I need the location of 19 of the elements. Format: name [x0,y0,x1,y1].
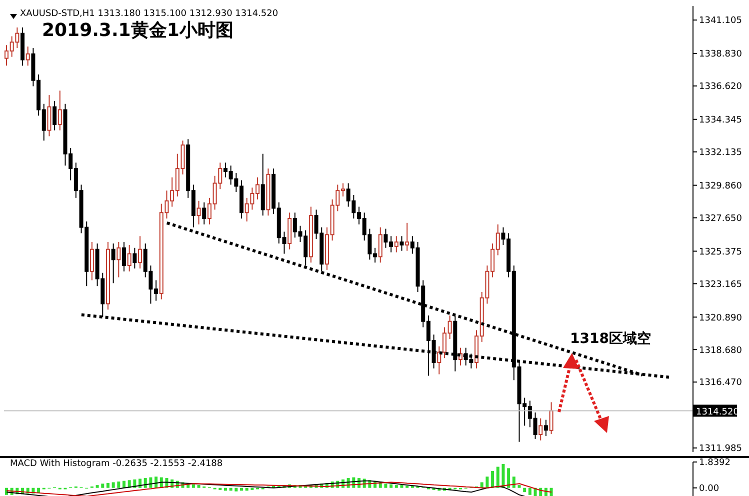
y-tick-label: 1334.345 [699,116,742,126]
y-tick-label: 1318.680 [699,346,742,356]
y-tick-label: 1323.165 [699,280,742,290]
chart-subtitle: XAUUSD-STD,H1 1313.180 1315.100 1312.930 1314.520 [20,9,278,19]
text: 2019.3.1黄金1小时图 [42,20,234,41]
y-tick-label: 1325.375 [699,247,742,258]
y-tick-label: 1336.620 [699,82,742,92]
y-tick-label: 1332.135 [699,148,742,158]
annotation: 1318区域空 [570,330,651,348]
y-tick-label: 1.8392 [699,458,730,468]
chart-title: MACD With Histogram -0.2635 -2.1553 -2.4188 [10,459,223,469]
y-tick-label: 0.00 [699,484,720,494]
y-tick-label: 1316.470 [699,378,742,388]
y-tick-label: 1320.890 [699,313,742,324]
y-tick-label: 1338.830 [699,50,742,60]
y-tick-label: 1311.985 [699,444,742,454]
y-tick-label: 1329.860 [699,181,742,192]
y-tick-label: 1327.650 [699,214,742,224]
y-tick-label: 1341.105 [699,16,742,26]
